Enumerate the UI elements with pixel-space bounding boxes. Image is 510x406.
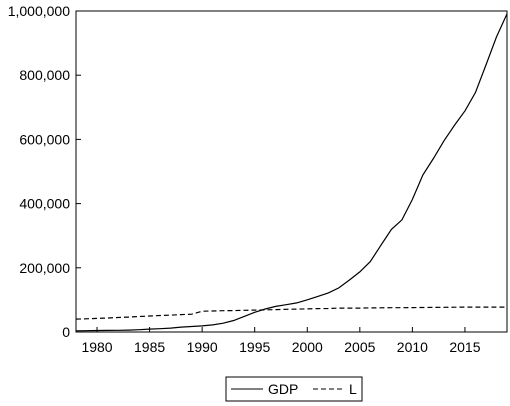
x-tick-label: 2005	[344, 339, 375, 355]
x-tick-label: 2015	[449, 339, 480, 355]
x-axis-ticks: 1980 1985 1990 1995 2000 2005 2010 2015	[81, 327, 481, 355]
legend-label-gdp: GDP	[268, 381, 298, 397]
plot-area-frame	[75, 10, 508, 333]
y-tick-label: 1,000,000	[8, 3, 70, 19]
legend: GDP L	[225, 376, 363, 402]
x-tick-label: 1990	[187, 339, 218, 355]
x-tick-label: 1980	[81, 339, 112, 355]
y-tick-label: 200,000	[19, 260, 70, 276]
x-tick-label: 1985	[134, 339, 165, 355]
y-axis-ticks: 0 200,000 400,000 600,000 800,000 1,000,000	[8, 3, 81, 340]
y-tick-label: 0	[62, 324, 70, 340]
x-tick-label: 2000	[292, 339, 323, 355]
x-tick-label: 1995	[239, 339, 270, 355]
series-layer	[75, 13, 508, 332]
x-tick-label: 2010	[397, 339, 428, 355]
legend-label-l: L	[349, 381, 357, 397]
y-tick-label: 600,000	[19, 131, 70, 147]
series-line-gdp	[75, 13, 508, 332]
series-line-l	[75, 306, 507, 320]
y-tick-label: 800,000	[19, 67, 70, 83]
y-tick-label: 400,000	[19, 196, 70, 212]
